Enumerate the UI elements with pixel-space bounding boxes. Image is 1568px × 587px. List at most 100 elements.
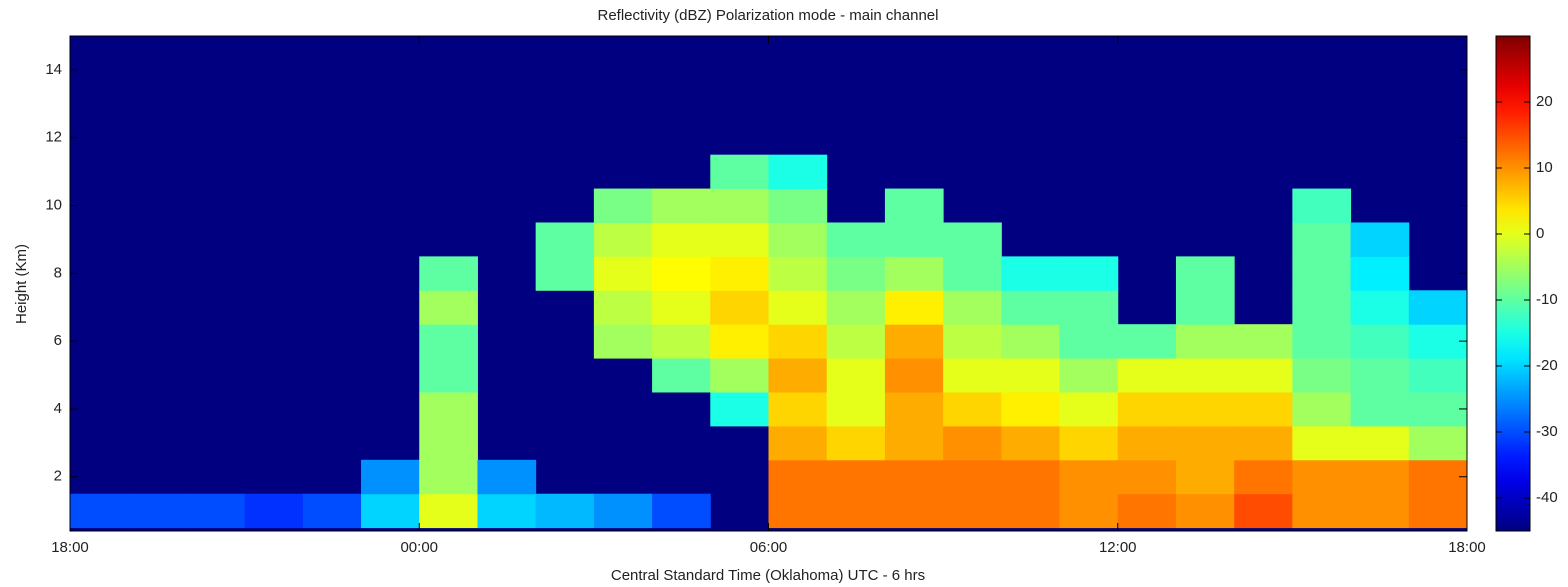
heatmap-cell: [943, 460, 1002, 494]
heatmap-cell: [943, 256, 1002, 290]
heatmap-cell: [536, 222, 595, 256]
colorbar-tick-label: -20: [1536, 357, 1558, 374]
heatmap-cell: [361, 460, 420, 494]
heatmap-cell: [943, 426, 1002, 460]
heatmap-cell: [1001, 426, 1060, 460]
heatmap-cell: [1060, 392, 1119, 426]
heatmap-cell: [943, 494, 1002, 528]
heatmap-cell: [885, 290, 944, 324]
heatmap-cell: [1351, 358, 1410, 392]
heatmap-cell: [1176, 426, 1235, 460]
heatmap-cell: [1234, 426, 1293, 460]
heatmap-cell: [827, 324, 886, 358]
heatmap-cell: [1351, 256, 1410, 290]
heatmap-cell: [419, 392, 478, 426]
y-tick-label: 8: [54, 264, 62, 281]
heatmap-cell: [885, 392, 944, 426]
heatmap-cell: [1292, 494, 1351, 528]
heatmap-cell: [1060, 426, 1119, 460]
heatmap-cell: [769, 222, 828, 256]
heatmap-cell: [885, 222, 944, 256]
heatmap-cell: [1060, 460, 1119, 494]
colorbar-tick-label: 20: [1536, 93, 1553, 110]
heatmap-cell: [594, 290, 653, 324]
heatmap-cell: [1351, 290, 1410, 324]
colorbar-tick-label: 0: [1536, 225, 1544, 242]
heatmap-cell: [769, 290, 828, 324]
heatmap-cell: [1409, 290, 1468, 324]
heatmap-cell: [943, 290, 1002, 324]
heatmap-cell: [1292, 392, 1351, 426]
heatmap-cell: [769, 358, 828, 392]
heatmap-cell: [419, 494, 478, 528]
heatmap-cell: [1176, 494, 1235, 528]
heatmap-cell: [710, 358, 769, 392]
colorbar-tick-label: -10: [1536, 291, 1558, 308]
heatmap-cell: [1351, 426, 1410, 460]
heatmap-cell: [1176, 358, 1235, 392]
x-tick-label: 18:00: [1448, 539, 1486, 556]
heatmap-cell: [1176, 392, 1235, 426]
heatmap-cell: [1351, 460, 1410, 494]
heatmap-cell: [1118, 358, 1177, 392]
heatmap-cell: [710, 222, 769, 256]
heatmap-cell: [710, 256, 769, 290]
heatmap-cell: [1234, 358, 1293, 392]
heatmap-cell: [1409, 460, 1468, 494]
heatmap-cell: [245, 494, 304, 528]
heatmap-cell: [1060, 324, 1119, 358]
heatmap-cell: [885, 460, 944, 494]
x-axis-label: Central Standard Time (Oklahoma) UTC - 6…: [611, 567, 925, 584]
heatmap-cell: [1292, 256, 1351, 290]
heatmap-cell: [594, 189, 653, 223]
heatmap-cell: [1351, 222, 1410, 256]
heatmap-cell: [1176, 256, 1235, 290]
heatmap-cell: [652, 358, 711, 392]
heatmap-cell: [1234, 324, 1293, 358]
heatmap-cell: [827, 460, 886, 494]
heatmap-cell: [594, 324, 653, 358]
heatmap-cell: [1118, 324, 1177, 358]
heatmap-cell: [1409, 494, 1468, 528]
heatmap-cell: [1118, 392, 1177, 426]
heatmap-cell: [1118, 494, 1177, 528]
heatmap-cell: [1001, 324, 1060, 358]
heatmap-cell: [827, 256, 886, 290]
heatmap-cell: [652, 494, 711, 528]
heatmap-cell: [769, 494, 828, 528]
heatmap-cell: [1292, 358, 1351, 392]
heatmap-cell: [594, 256, 653, 290]
x-tick-label: 18:00: [51, 539, 89, 556]
heatmap-cell: [943, 222, 1002, 256]
y-axis-label: Height (Km): [13, 244, 30, 324]
y-tick-label: 2: [54, 468, 62, 485]
heatmap-cell: [1176, 290, 1235, 324]
heatmap-cell: [769, 256, 828, 290]
heatmap-cell: [186, 494, 245, 528]
heatmap-cell: [1234, 494, 1293, 528]
heatmap-cell: [1351, 392, 1410, 426]
heatmap-cell: [1409, 392, 1468, 426]
heatmap-cell: [1001, 494, 1060, 528]
heatmap-cell: [477, 460, 536, 494]
colorbar-tick-label: 10: [1536, 159, 1553, 176]
heatmap-cell: [419, 256, 478, 290]
heatmap-cell: [536, 256, 595, 290]
heatmap-cell: [885, 189, 944, 223]
y-tick-label: 12: [45, 129, 62, 146]
heatmap-cell: [1292, 290, 1351, 324]
heatmap-cell: [710, 290, 769, 324]
heatmap-cell: [1118, 426, 1177, 460]
heatmap-cell: [1351, 324, 1410, 358]
y-tick-label: 6: [54, 332, 62, 349]
y-tick-label: 10: [45, 196, 62, 213]
heatmap-cell: [1409, 358, 1468, 392]
heatmap-cell: [652, 256, 711, 290]
heatmap-cell: [477, 494, 536, 528]
heatmap-cell: [885, 358, 944, 392]
heatmap-cell: [1118, 460, 1177, 494]
heatmap-cell: [1060, 358, 1119, 392]
heatmap-cell: [885, 426, 944, 460]
heatmap-cell: [536, 494, 595, 528]
heatmap-cell: [594, 494, 653, 528]
